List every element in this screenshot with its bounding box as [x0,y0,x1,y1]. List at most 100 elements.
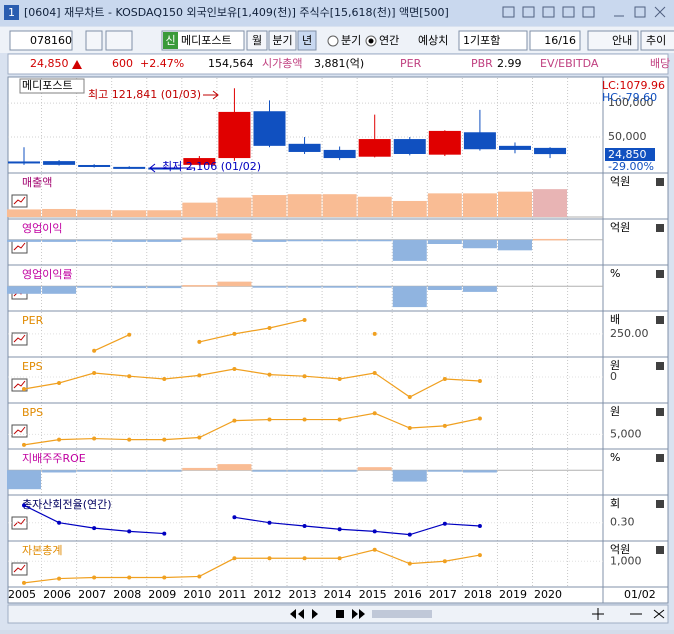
point [92,348,97,353]
year-label: 2005 [8,588,36,601]
bar [392,239,427,261]
point [232,331,237,336]
point [442,377,447,381]
hc: HC:-79.60 [602,91,657,104]
point [302,556,307,561]
panel-unit: 원 [610,405,620,418]
point [477,416,482,421]
bar [252,286,287,288]
candle-body [43,161,76,165]
panel-icon-line [13,380,26,389]
point [337,527,342,532]
per-label: PER [400,57,422,70]
point [267,520,272,525]
bar [42,208,77,217]
year-label: 2019 [499,588,527,601]
estimate-value: 1기포함 [463,34,500,47]
point [477,379,482,383]
window-number-box [4,5,19,20]
point [232,367,237,371]
change-pct: +2.47% [140,57,184,70]
period-button[interactable] [297,30,317,51]
point [232,556,237,561]
bar [7,239,41,242]
candle-body [253,111,286,146]
bar [77,470,112,472]
point [197,339,202,344]
panel-title: 메디포스트 [22,79,73,92]
year-label: 2006 [43,588,71,601]
panel-icon-line [13,196,26,205]
bar [77,286,112,288]
trend-button[interactable] [640,30,674,51]
bar [287,239,322,242]
last-price-box [605,148,655,161]
candle-body [463,132,496,150]
name-box[interactable] [161,30,245,51]
year-label: 2007 [78,588,106,601]
bar [287,470,322,472]
point [232,418,237,423]
bar [322,286,357,288]
period-button[interactable] [268,30,297,51]
panel-close [656,500,664,508]
point [127,332,132,337]
point [302,523,307,528]
bar [7,209,41,217]
point [442,423,447,428]
point [232,515,237,520]
year-label: 2016 [394,588,422,601]
candle-body [323,149,356,159]
radio[interactable] [327,35,339,47]
panel-title: 영업이익 [22,222,62,235]
bar [147,286,182,289]
code-input[interactable] [9,30,73,51]
bar [182,285,217,287]
bar [252,239,287,242]
point [92,371,97,375]
guide-button[interactable] [587,30,639,51]
panel-title: BPS [22,406,43,419]
point [57,437,62,442]
bar [77,239,112,242]
stock-name: 메디포스트 [181,34,232,47]
candle-body [288,143,321,152]
new-badge: 신 [165,34,175,47]
guide-label: 안내 [612,34,632,47]
point [477,553,482,558]
candle-body [8,161,40,164]
bar [533,189,568,217]
bar [182,467,217,471]
bar [427,239,462,244]
radio-label: 연간 [379,34,399,47]
point [407,395,412,399]
panel-unit: % [610,267,620,280]
bar [217,281,252,287]
panel-close [656,224,664,232]
panel-icon-line [13,242,26,251]
panel-close [656,454,664,462]
point [162,531,167,536]
sound-button[interactable] [105,30,133,51]
bar [427,193,462,217]
last-price: 24,850 [608,148,647,161]
bar [287,286,322,288]
bar [462,286,497,292]
year-label: 2009 [148,588,176,601]
search-button[interactable] [85,30,103,51]
candle-body [498,145,531,150]
panel-icon-line [13,334,26,343]
line [23,412,481,446]
panel-title: 매출액 [22,176,52,189]
candle-body [183,158,216,165]
page-box [529,30,581,51]
estimate-select[interactable] [458,30,528,51]
line [23,368,480,398]
bar [112,239,147,242]
point [162,437,167,442]
panel-label-box [19,78,85,94]
period-button[interactable] [246,30,268,51]
panel-unit: 억원 [610,221,630,234]
radio-label: 분기 [341,34,361,47]
